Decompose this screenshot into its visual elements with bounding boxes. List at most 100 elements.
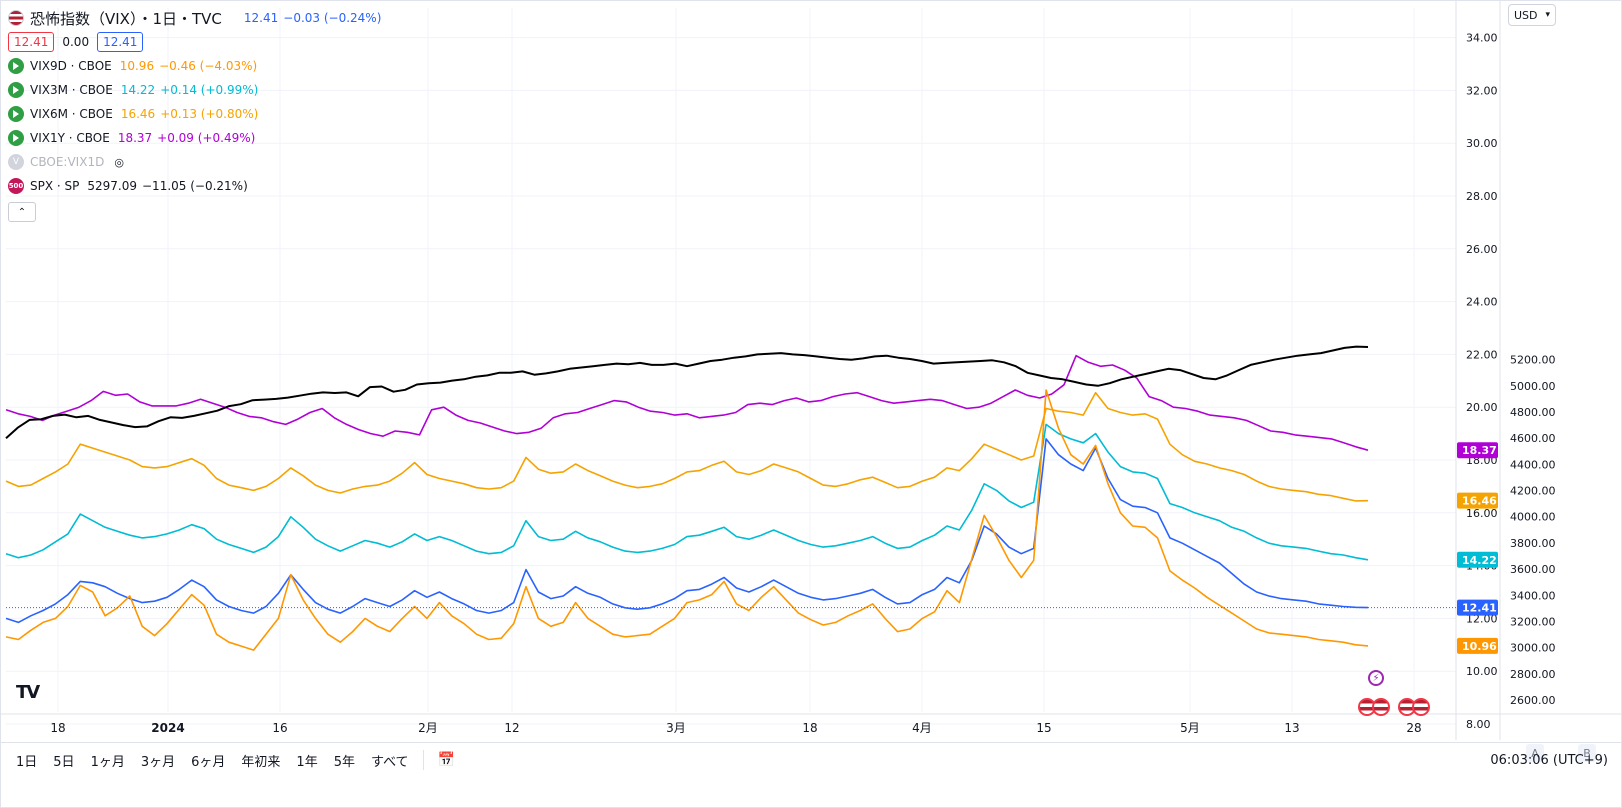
- right-axis-tick-label: 4800.00: [1510, 406, 1556, 419]
- scale-button-b[interactable]: B: [1578, 744, 1596, 762]
- left-axis-tick-label: 32.00: [1466, 84, 1498, 97]
- x-tick-label: 18: [50, 721, 65, 735]
- legend-series-row[interactable]: VIX1Y · CBOE 18.37 +0.09 (+0.49%): [8, 126, 381, 150]
- right-axis-tick-label: 4000.00: [1510, 511, 1556, 524]
- collapse-legend-button[interactable]: ⌃: [8, 202, 36, 222]
- x-tick-label: 15: [1036, 721, 1051, 735]
- last-value-label: 12.41: [1462, 602, 1497, 615]
- range-button[interactable]: 1年: [296, 754, 318, 770]
- legend-spx-row[interactable]: 500 SPX · SP 5297.09 −11.05 (−0.21%): [8, 174, 381, 198]
- x-tick-label: 12: [504, 721, 519, 735]
- left-axis-tick-label: 34.00: [1466, 32, 1498, 45]
- last-value-label: 18.37: [1462, 444, 1497, 457]
- buy-price-box[interactable]: 12.41: [97, 32, 144, 52]
- us-event-flag-icon[interactable]: [1412, 698, 1430, 716]
- play-icon: [8, 106, 24, 122]
- left-axis-tick-label: 26.00: [1466, 243, 1498, 256]
- left-axis-tick-label: 12.00: [1466, 612, 1498, 625]
- tradingview-logo-icon[interactable]: TV: [16, 682, 40, 703]
- sell-price-box[interactable]: 12.41: [8, 32, 55, 52]
- calendar-goto-icon[interactable]: 📅: [437, 752, 455, 768]
- range-button[interactable]: 5年: [333, 754, 355, 770]
- spx-icon: 500: [8, 178, 24, 194]
- legend-series-row[interactable]: VIX3M · CBOE 14.22 +0.14 (+0.99%): [8, 78, 381, 102]
- range-button[interactable]: 年初来: [241, 754, 281, 770]
- main-change: −0.03 (−0.24%): [283, 11, 382, 25]
- legend-main-row: 恐怖指数（VIX）・1日・TVC 12.41 −0.03 (−0.24%): [8, 6, 381, 30]
- left-axis-tick-label: 20.00: [1466, 401, 1498, 414]
- series-line-vix1y[interactable]: [5, 354, 1369, 451]
- range-button[interactable]: 3ヶ月: [140, 754, 176, 770]
- series-line-vix6m[interactable]: [5, 391, 1369, 502]
- x-tick-label: 4月: [912, 721, 932, 735]
- currency-select[interactable]: USD ▾: [1508, 4, 1556, 26]
- right-axis-tick-label: 3400.00: [1510, 589, 1556, 602]
- legend-ohlc-row: 12.41 0.00 12.41: [8, 30, 381, 54]
- series-line-spx[interactable]: [5, 345, 1369, 439]
- left-axis-tick-label: 10.00: [1466, 665, 1498, 678]
- left-axis-tick-label: 8.00: [1466, 718, 1491, 731]
- chart-legend: 恐怖指数（VIX）・1日・TVC 12.41 −0.03 (−0.24%) 12…: [8, 6, 381, 222]
- scale-button-a[interactable]: A: [1526, 744, 1544, 762]
- left-axis-tick-label: 28.00: [1466, 190, 1498, 203]
- right-axis-tick-label: 3600.00: [1510, 563, 1556, 576]
- x-tick-label: 18: [802, 721, 817, 735]
- play-icon: [8, 82, 24, 98]
- spx-value: 5297.09: [87, 179, 137, 193]
- eye-hidden-icon[interactable]: ◎: [114, 155, 124, 169]
- chevron-down-icon: ▾: [1545, 10, 1550, 20]
- legend-hidden-row[interactable]: V CBOE:VIX1D ◎: [8, 150, 381, 174]
- right-axis-tick-label: 3800.00: [1510, 537, 1556, 550]
- spread-value: 0.00: [62, 35, 90, 49]
- lightning-event-icon[interactable]: ⚡: [1368, 670, 1384, 686]
- right-axis-tick-label: 3000.00: [1510, 642, 1556, 655]
- currency-label: USD: [1514, 8, 1538, 22]
- hidden-series-name: CBOE:VIX1D: [30, 155, 105, 169]
- series-value: 18.37: [117, 131, 153, 145]
- series-line-vix[interactable]: [5, 438, 1369, 624]
- bottom-toolbar: 1日 5日 1ヶ月 3ヶ月 6ヶ月 年初来 1年 5年 すべて 📅 06:03:06 (UTC+…: [0, 742, 1622, 777]
- right-axis-tick-label: 4600.00: [1510, 432, 1556, 445]
- spx-change: −11.05 (−0.21%): [142, 179, 248, 193]
- us-event-flag-icon[interactable]: [1372, 698, 1390, 716]
- series-change: +0.09 (+0.49%): [157, 131, 256, 145]
- main-last-value: 12.41: [243, 11, 279, 25]
- right-axis-tick-label: 4400.00: [1510, 458, 1556, 471]
- left-axis-tick-label: 30.00: [1466, 137, 1498, 150]
- x-tick-label: 2月: [418, 721, 438, 735]
- range-button[interactable]: 1ヶ月: [90, 754, 125, 770]
- last-value-badge: [1457, 492, 1498, 509]
- series-name: VIX1Y · CBOE: [30, 131, 110, 145]
- range-button[interactable]: 1日: [16, 754, 38, 770]
- series-change: −0.46 (−4.03%): [159, 59, 258, 73]
- x-tick-label: 3月: [666, 721, 686, 735]
- legend-series-row[interactable]: VIX9D · CBOE 10.96 −0.46 (−4.03%): [8, 54, 381, 78]
- series-value: 10.96: [119, 59, 155, 73]
- toolbar-divider: [422, 750, 424, 770]
- chevron-up-icon: ⌃: [17, 206, 27, 218]
- last-value-badge: [1457, 599, 1498, 616]
- range-button[interactable]: 6ヶ月: [191, 754, 226, 770]
- clock-timezone[interactable]: 06:03:06 (UTC+9): [1490, 752, 1608, 768]
- last-value-badge: [1457, 551, 1498, 568]
- range-button[interactable]: 5日: [53, 754, 75, 770]
- right-axis-tick-label: 2800.00: [1510, 668, 1556, 681]
- right-axis-tick-label: 5000.00: [1510, 380, 1556, 393]
- series-name: VIX3M · CBOE: [30, 83, 113, 97]
- main-symbol-title[interactable]: 恐怖指数（VIX）・1日・TVC: [30, 9, 222, 28]
- series-line-vix9d[interactable]: [5, 389, 1369, 651]
- x-tick-label: 28: [1406, 721, 1421, 735]
- series-name: VIX6M · CBOE: [30, 107, 113, 121]
- range-button[interactable]: すべて: [370, 754, 409, 770]
- legend-series-row[interactable]: VIX6M · CBOE 16.46 +0.13 (+0.80%): [8, 102, 381, 126]
- us-flag-icon: [8, 10, 24, 26]
- left-axis-tick-label: 22.00: [1466, 348, 1498, 361]
- left-axis-tick-label: 16.00: [1466, 507, 1498, 520]
- series-change: +0.13 (+0.80%): [160, 107, 259, 121]
- spx-name: SPX · SP: [30, 179, 80, 193]
- last-value-badge: [1457, 637, 1498, 654]
- vix1d-icon: V: [8, 154, 24, 170]
- series-line-vix3m[interactable]: [5, 423, 1369, 561]
- series-value: 16.46: [120, 107, 156, 121]
